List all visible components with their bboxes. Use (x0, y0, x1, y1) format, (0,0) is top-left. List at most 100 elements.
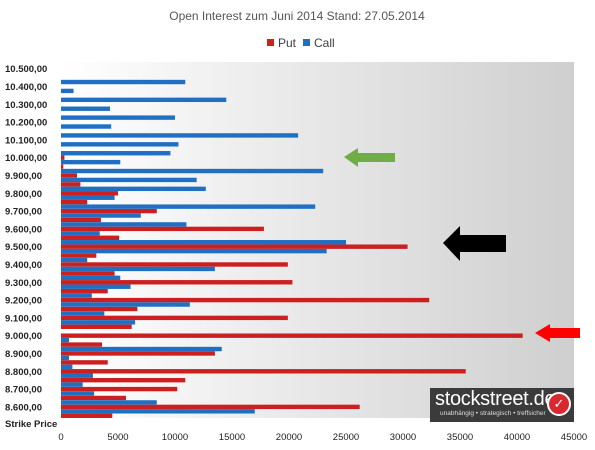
x-tick-label: 20000 (276, 432, 302, 443)
x-tick-labels: 0 5000 10000 15000 20000 25000 30000 35000 40000… (58, 432, 587, 443)
bar-put-9050 (61, 324, 132, 329)
bar-call-9625 (61, 222, 187, 227)
y-tick-label: 10.500,00 (5, 64, 47, 75)
bar-call-9075 (61, 320, 136, 325)
y-tick-label: 9.400,00 (5, 260, 42, 271)
y-tick-label: 10.200,00 (5, 118, 47, 129)
bar-call-9525 (61, 240, 346, 245)
bar-call-9875 (61, 177, 197, 183)
bar-call-9725 (61, 204, 316, 209)
bar-call-8725 (61, 382, 83, 387)
bar-put-9500 (61, 244, 408, 249)
bar-put-9100 (61, 315, 288, 321)
bar-put-10000 (61, 155, 65, 160)
bar-call-8975 (61, 337, 69, 343)
bar-call-9325 (61, 275, 121, 281)
bar-put-9650 (61, 217, 101, 223)
bar-put-8600 (61, 404, 360, 410)
black-arrow-shape (443, 226, 506, 261)
y-tick-label: 9.900,00 (5, 171, 42, 182)
logo-tagline: unabhängig • strategisch • treffsicher (440, 410, 546, 417)
y-tick-label: 10.400,00 (5, 82, 47, 93)
bar-call-9575 (61, 231, 100, 236)
bar-put-8750 (61, 377, 186, 383)
x-tick-label: 10000 (162, 432, 188, 443)
bar-put-9800 (61, 191, 118, 196)
y-tick-label: 8.700,00 (5, 385, 42, 396)
legend: Put Call (267, 36, 335, 50)
bar-call-8875 (61, 355, 69, 361)
bar-call-10225 (61, 115, 175, 120)
bar-call-10375 (61, 88, 74, 94)
bar-put-9250 (61, 288, 108, 294)
green-arrow-shape (344, 148, 395, 167)
bar-call-10075 (61, 142, 179, 147)
black-arrow (443, 226, 506, 261)
bar-call-8675 (61, 391, 95, 396)
x-tick-label: 15000 (219, 432, 245, 443)
green-arrow (344, 148, 395, 167)
bar-put-8650 (61, 395, 126, 401)
bar-call-9425 (61, 257, 88, 263)
y-tick-label: 8.800,00 (5, 367, 42, 378)
bar-put-9350 (61, 271, 115, 276)
y-tick-label: 10.100,00 (5, 135, 47, 146)
bar-call-9775 (61, 195, 115, 200)
bar-put-9850 (61, 182, 81, 187)
x-tick-label: 25000 (333, 432, 359, 443)
y-tick-label: 9.800,00 (5, 189, 42, 200)
x-tick-label: 40000 (504, 432, 530, 443)
bar-call-8925 (61, 346, 222, 352)
red-arrow-shape (535, 324, 580, 342)
y-tick-label: 9.600,00 (5, 224, 42, 235)
y-tick-label: 8.900,00 (5, 349, 42, 360)
bar-put-9950 (61, 164, 64, 169)
y-tick-label: 9.300,00 (5, 278, 42, 289)
bar-put-8700 (61, 386, 178, 392)
bar-put-9900 (61, 173, 77, 178)
bar-call-8625 (61, 400, 157, 405)
bar-call-8825 (61, 364, 73, 370)
bar-call-10275 (61, 106, 111, 111)
bar-put-8900 (61, 351, 215, 356)
bar-put-9700 (61, 208, 157, 214)
chart-title: Open Interest zum Juni 2014 Stand: 27.05… (169, 9, 425, 23)
x-tick-label: 35000 (447, 432, 473, 443)
bar-put-8800 (61, 369, 466, 374)
bar-call-9225 (61, 293, 92, 298)
y-tick-labels: 8.600,00 8.700,00 8.800,00 8.900,00 9.000,00… (5, 64, 47, 413)
bar-call-9125 (61, 311, 105, 316)
bar-call-10425 (61, 79, 186, 85)
stockstreet-logo: stockstreet.de unabhängig • strategisch … (430, 388, 574, 422)
bar-put-9750 (61, 199, 88, 205)
bar-call-10325 (61, 97, 227, 103)
x-tick-label: 45000 (561, 432, 587, 443)
legend-label-call: Call (314, 36, 335, 50)
y-tick-label: 9.000,00 (5, 331, 42, 342)
bar-put-8850 (61, 360, 108, 365)
bar-call-10125 (61, 133, 299, 138)
y-tick-label: 9.200,00 (5, 296, 42, 307)
y-tick-label: 10.300,00 (5, 100, 47, 111)
bar-call-10175 (61, 124, 112, 129)
bar-call-9175 (61, 302, 190, 307)
y-tick-label: 8.600,00 (5, 402, 42, 413)
bar-call-9825 (61, 186, 206, 192)
x-tick-label: 30000 (390, 432, 416, 443)
legend-label-put: Put (278, 36, 297, 50)
bar-call-9375 (61, 266, 215, 272)
red-arrow (535, 324, 580, 342)
bar-put-9600 (61, 226, 264, 232)
y-tick-label: 9.100,00 (5, 313, 42, 324)
bar-call-9975 (61, 159, 121, 165)
bar-put-9150 (61, 306, 138, 312)
bar-call-9675 (61, 213, 141, 218)
bar-put-9450 (61, 253, 97, 258)
x-tick-label: 5000 (107, 432, 128, 443)
logo-check-icon: ✓ (547, 392, 571, 416)
legend-swatch-put (267, 39, 274, 46)
bar-call-9275 (61, 284, 131, 289)
y-axis-title: Strike Price (5, 419, 57, 430)
